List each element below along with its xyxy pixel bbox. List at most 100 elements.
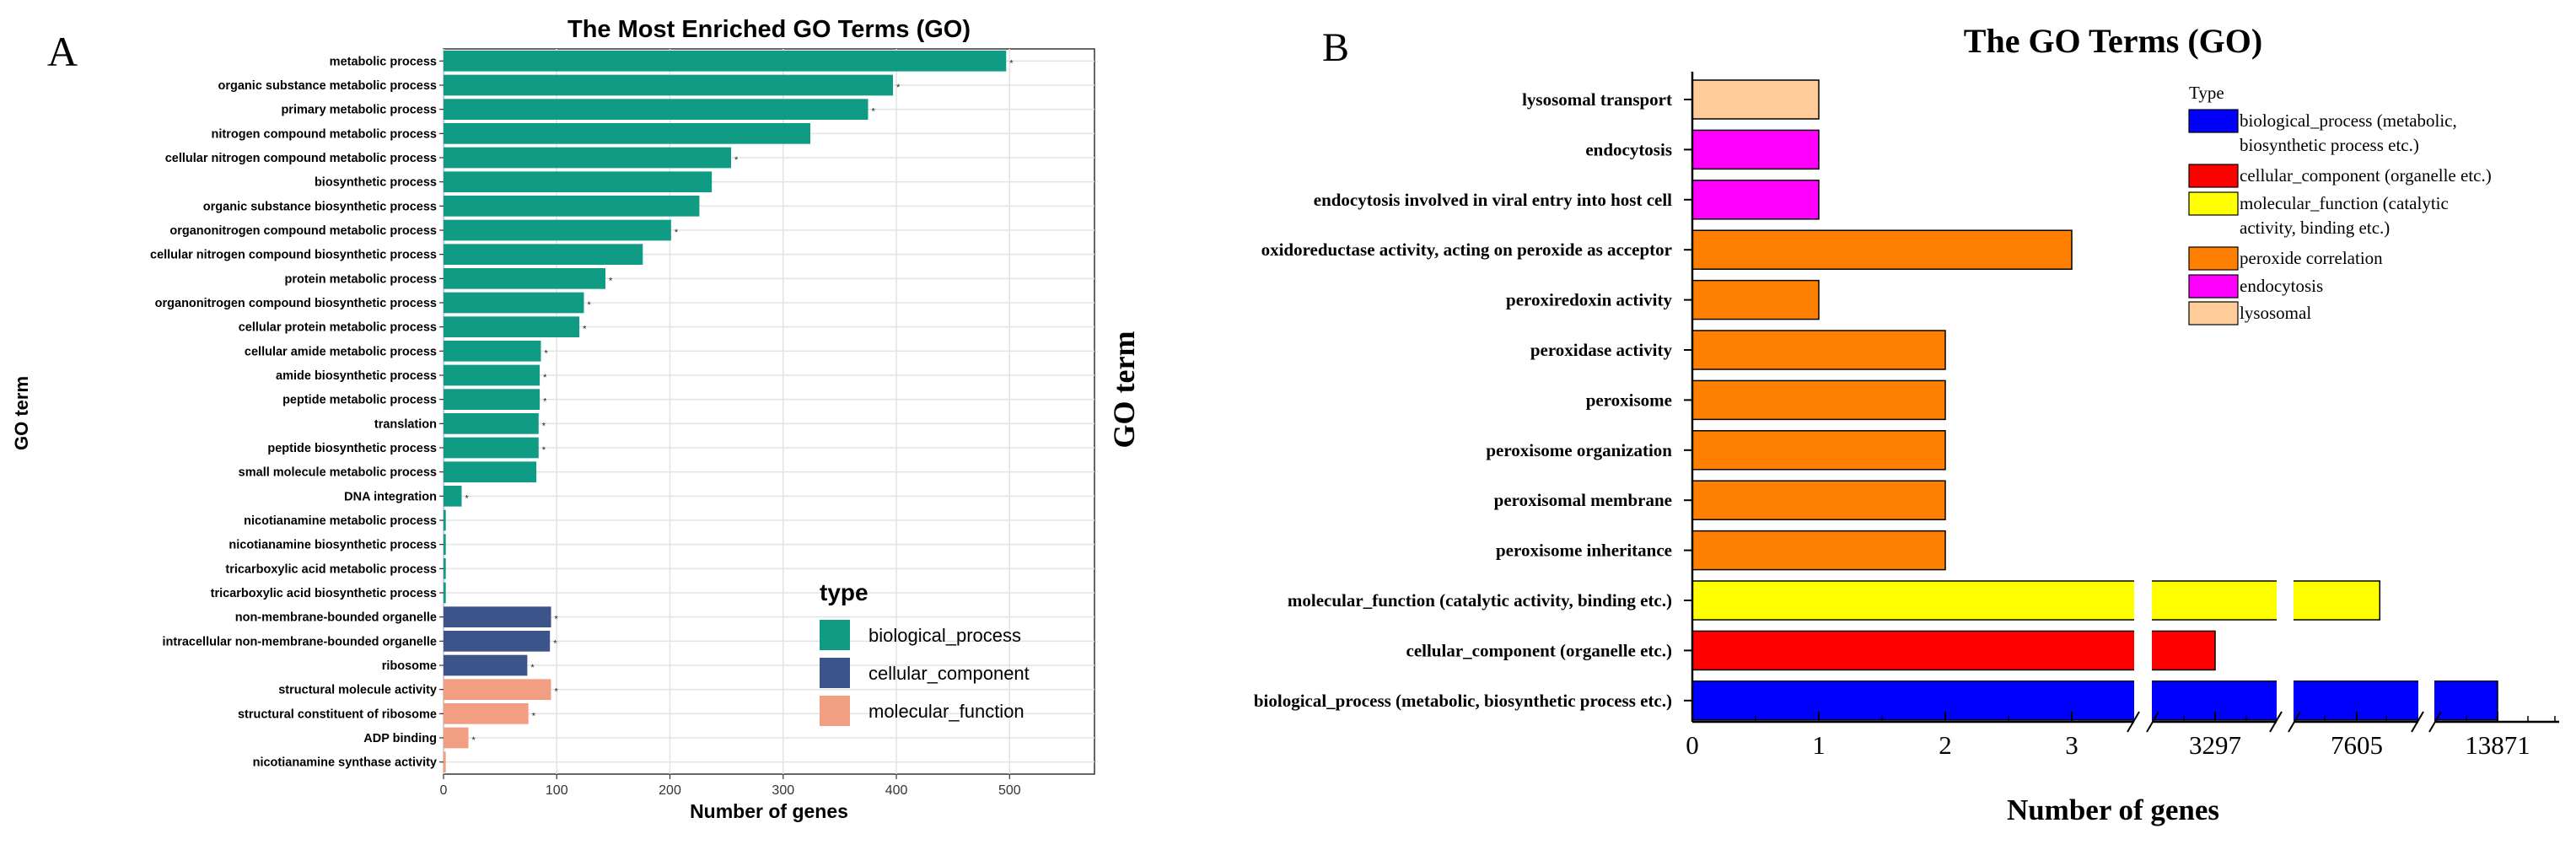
legend-swatch-b xyxy=(2188,246,2239,271)
x-tick-label-b: 0 xyxy=(1686,730,1699,760)
legend-swatch-a xyxy=(820,658,850,688)
significance-marker: * xyxy=(530,663,535,673)
category-label-b: peroxisome xyxy=(1586,390,1672,410)
bar-a xyxy=(444,534,446,555)
bar-a xyxy=(444,413,539,434)
x-tick-label-a: 100 xyxy=(546,783,568,798)
x-tick-label-b: 3297 xyxy=(2189,730,2241,760)
y-axis-title-a: GO term xyxy=(11,376,32,450)
category-label-b: peroxisome inheritance xyxy=(1496,541,1672,561)
bar-a xyxy=(444,196,700,217)
category-label-a: non-membrane-bounded organelle xyxy=(235,611,437,625)
legend-swatch-b xyxy=(2188,191,2239,216)
category-label-a: organic substance metabolic process xyxy=(218,79,437,93)
axis-break-mark xyxy=(2428,711,2442,733)
legend-label-a: molecular_function xyxy=(869,701,1024,722)
axis-break-gap xyxy=(2418,573,2434,729)
legend-label-b: cellular_component (organelle etc.) xyxy=(2240,165,2492,186)
category-label-a: organonitrogen compound biosynthetic pro… xyxy=(155,297,437,310)
category-label-a: cellular amide metabolic process xyxy=(245,345,437,358)
panel-a: metabolic process * organic substance meta… xyxy=(11,16,1095,822)
category-label-b: peroxiredoxin activity xyxy=(1506,290,1672,310)
legend-label-b: activity, binding etc.) xyxy=(2240,218,2390,238)
category-label-b: biological_process (metabolic, biosynthe… xyxy=(1254,691,1672,711)
significance-marker: * xyxy=(542,421,546,431)
bar-a xyxy=(444,558,446,579)
x-tick-label-b: 3 xyxy=(2065,730,2079,760)
category-label-a: nicotianamine metabolic process xyxy=(244,514,437,528)
chart-title-a: The Most Enriched GO Terms (GO) xyxy=(567,16,971,43)
panel-b: lysosomal transport endocytosis endocytosi… xyxy=(1107,22,2559,826)
category-label-a: intracellular non-membrane-bounded organ… xyxy=(163,635,438,648)
category-label-b: oxidoreductase activity, acting on perox… xyxy=(1261,239,1672,260)
significance-marker: * xyxy=(734,155,739,165)
significance-marker: * xyxy=(896,83,901,93)
category-label-a: nicotianamine biosynthetic process xyxy=(229,539,437,552)
category-label-a: tricarboxylic acid metabolic process xyxy=(225,562,437,576)
significance-marker: * xyxy=(871,107,875,117)
x-tick-label-b: 1 xyxy=(1812,730,1826,760)
axis-break-mark xyxy=(2411,711,2424,733)
bar-a xyxy=(444,244,643,265)
bar-b xyxy=(1691,681,2498,721)
x-tick-label-a: 500 xyxy=(998,783,1021,798)
legend-swatch-b xyxy=(2188,164,2239,188)
bar-a xyxy=(444,606,551,627)
bar-a xyxy=(444,631,551,652)
bar-a xyxy=(444,219,671,241)
legend-label-a: biological_process xyxy=(869,625,1021,646)
legend-swatch-a xyxy=(820,620,850,650)
x-tick-label-a: 0 xyxy=(440,783,448,798)
bar-a xyxy=(444,123,811,144)
significance-marker: * xyxy=(532,711,536,721)
category-label-a: ribosome xyxy=(382,659,437,673)
category-label-a: cellular nitrogen compound metabolic pro… xyxy=(165,152,437,165)
category-label-a: metabolic process xyxy=(330,55,437,68)
legend-swatch-a xyxy=(820,696,850,726)
significance-marker: * xyxy=(609,276,613,286)
bar-b xyxy=(1691,330,1946,370)
bar-b xyxy=(1691,630,2216,671)
legend-title-b: Type xyxy=(2189,83,2224,103)
axis-break-mark xyxy=(2288,711,2301,733)
bar-a xyxy=(444,171,713,192)
bar-a xyxy=(444,341,541,362)
bar-a xyxy=(444,51,1007,72)
significance-marker: * xyxy=(542,445,546,455)
category-label-a: DNA integration xyxy=(344,490,437,503)
bar-a xyxy=(444,486,462,507)
axis-break-mark xyxy=(2127,711,2140,733)
chart-title-b: The GO Terms (GO) xyxy=(1964,22,2262,60)
category-label-a: structural molecule activity xyxy=(278,684,437,697)
bar-a xyxy=(444,582,446,604)
bar-b xyxy=(1691,580,2381,621)
bar-b xyxy=(1691,129,1820,170)
significance-marker: * xyxy=(465,493,469,503)
x-tick-label-b: 13871 xyxy=(2465,730,2530,760)
bar-b xyxy=(1691,530,1946,571)
significance-marker: * xyxy=(543,397,547,407)
category-label-b: peroxisome organization xyxy=(1486,440,1672,460)
bar-a xyxy=(444,703,529,724)
x-axis-title-a: Number of genes xyxy=(690,800,848,822)
x-tick-label-b: 2 xyxy=(1939,730,1952,760)
category-label-b: peroxidase activity xyxy=(1530,340,1673,360)
bar-a xyxy=(444,268,605,289)
x-axis-title-b: Number of genes xyxy=(2007,794,2219,826)
bar-b xyxy=(1691,79,1820,120)
category-label-b: endocytosis xyxy=(1585,139,1672,159)
category-label-a: biosynthetic process xyxy=(315,176,437,190)
x-tick-label-b: 7605 xyxy=(2331,730,2383,760)
axis-break-mark xyxy=(2146,711,2159,733)
category-label-a: nitrogen compound metabolic process xyxy=(212,127,437,141)
plot-a-frame xyxy=(443,48,1095,775)
bar-a xyxy=(444,292,584,314)
significance-marker: * xyxy=(543,373,547,383)
bar-a xyxy=(444,679,551,700)
bar-b xyxy=(1691,379,1946,421)
bar-a xyxy=(444,364,540,386)
bar-a xyxy=(444,74,894,96)
bar-a xyxy=(444,437,539,459)
bar-b xyxy=(1691,430,1946,471)
legend-label-a: cellular_component xyxy=(869,663,1030,684)
